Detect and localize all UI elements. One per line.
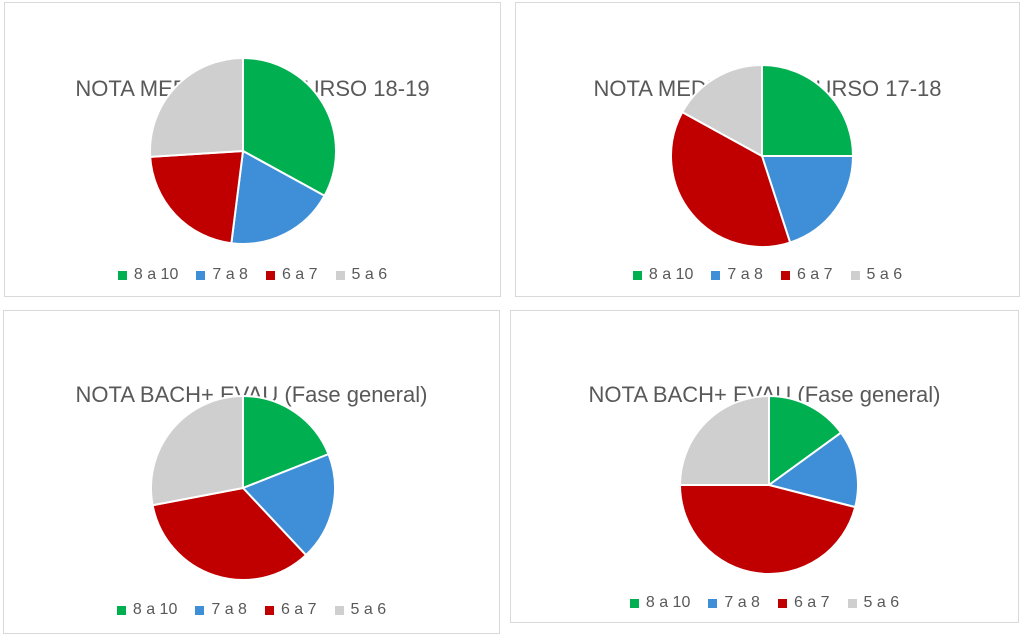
pie-slice-7-a-8 <box>766 431 859 509</box>
legend-swatch <box>632 270 642 280</box>
pie-slice-5-a-6 <box>678 394 770 486</box>
legend-label: 6 a 7 <box>796 266 833 283</box>
legend-item: 5 a 6 <box>850 266 903 284</box>
legend-label: 7 a 8 <box>211 601 247 618</box>
legend-swatch <box>850 270 860 280</box>
legend-label: 5 a 6 <box>866 266 903 283</box>
pie-slice-6-a-7 <box>670 110 792 248</box>
chart-legend: 8 a 10 7 a 8 6 a 7 5 a 6 <box>516 266 1019 284</box>
legend-label: 8 a 10 <box>132 601 178 618</box>
legend-swatch <box>117 270 127 280</box>
legend-label: 8 a 10 <box>133 266 179 283</box>
legend-label: 8 a 10 <box>648 266 694 283</box>
pie-slice-7-a-8 <box>760 155 855 244</box>
pie-chart <box>670 63 855 248</box>
pie-chart <box>149 56 337 245</box>
legend-label: 7 a 8 <box>212 266 248 283</box>
legend-swatch <box>335 270 345 280</box>
chart-legend: 8 a 10 7 a 8 6 a 7 5 a 6 <box>4 601 499 619</box>
legend-swatch <box>334 605 344 615</box>
legend-swatch <box>711 270 721 280</box>
legend-item: 8 a 10 <box>632 266 694 284</box>
legend-item: 7 a 8 <box>196 266 248 284</box>
pie-slice-7-a-8 <box>230 149 326 245</box>
legend-item: 6 a 7 <box>777 594 830 612</box>
chart-panel-bach-17-18: NOTA MEDIA BACH CURSO 17-18 8 a 107 a 86… <box>515 2 1020 297</box>
pie-chart <box>678 394 859 575</box>
legend-swatch <box>708 598 718 608</box>
chart-panel-evau-17-18: NOTA BACH+ EVAU (Fase general) CURSO 17-… <box>510 310 1019 623</box>
pie-slice-5-a-6 <box>150 394 244 507</box>
legend-swatch <box>777 598 787 608</box>
legend-swatch <box>265 270 275 280</box>
legend-item: 8 a 10 <box>117 266 179 284</box>
legend-label: 7 a 8 <box>724 594 760 611</box>
pie-slice-6-a-7 <box>149 149 245 245</box>
legend-swatch <box>195 605 205 615</box>
legend-swatch <box>629 598 639 608</box>
pie-slice-8-a-10 <box>761 63 855 157</box>
legend-item: 7 a 8 <box>708 594 760 612</box>
pie-slice-7-a-8 <box>241 452 336 557</box>
pie-slice-5-a-6 <box>149 56 244 158</box>
legend-item: 8 a 10 <box>116 601 178 619</box>
legend-item: 7 a 8 <box>711 266 763 284</box>
chart-title-line-1: NOTA BACH+ EVAU (Fase general) <box>75 382 428 407</box>
pie-slice-5-a-6 <box>680 63 763 158</box>
legend-item: 7 a 8 <box>195 601 247 619</box>
chart-panel-bach-18-19: NOTA MEDIA BACH CURSO 18-19 8 a 107 a 86… <box>4 2 501 297</box>
legend-label: 6 a 7 <box>281 266 318 283</box>
legend-swatch <box>264 605 274 615</box>
legend-label: 5 a 6 <box>863 594 900 611</box>
legend-item: 6 a 7 <box>265 266 318 284</box>
pie-slice-8-a-10 <box>242 394 330 490</box>
legend-item: 8 a 10 <box>629 594 691 612</box>
legend-label: 5 a 6 <box>350 601 387 618</box>
legend-item: 5 a 6 <box>334 601 387 619</box>
legend-item: 6 a 7 <box>264 601 317 619</box>
legend-label: 8 a 10 <box>645 594 691 611</box>
chart-panel-evau-18-19: NOTA BACH+ EVAU (Fase general) CURSO 18-… <box>3 310 500 634</box>
pie-slice-8-a-10 <box>768 394 843 487</box>
chart-title-line-1: NOTA BACH+ EVAU (Fase general) <box>588 382 941 407</box>
legend-label: 7 a 8 <box>727 266 763 283</box>
chart-legend: 8 a 10 7 a 8 6 a 7 5 a 6 <box>511 594 1018 612</box>
pie-chart <box>150 394 336 581</box>
legend-label: 6 a 7 <box>280 601 317 618</box>
legend-swatch <box>780 270 790 280</box>
pie-slice-8-a-10 <box>242 56 337 198</box>
legend-label: 6 a 7 <box>793 594 830 611</box>
legend-swatch <box>847 598 857 608</box>
legend-swatch <box>196 270 206 280</box>
legend-label: 5 a 6 <box>351 266 388 283</box>
legend-item: 5 a 6 <box>335 266 388 284</box>
legend-item: 5 a 6 <box>847 594 900 612</box>
legend-swatch <box>116 605 126 615</box>
chart-legend: 8 a 10 7 a 8 6 a 7 5 a 6 <box>5 266 500 284</box>
legend-item: 6 a 7 <box>780 266 833 284</box>
pie-slice-6-a-7 <box>151 486 308 581</box>
pie-slice-6-a-7 <box>678 484 857 575</box>
